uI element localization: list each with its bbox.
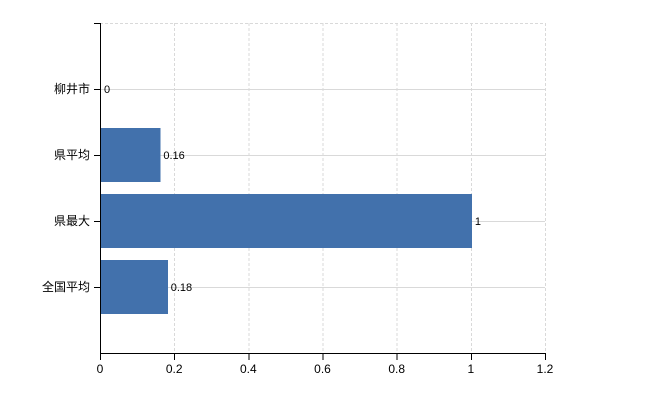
value-label: 1 xyxy=(475,216,481,228)
y-axis-label: 全国平均 xyxy=(42,279,90,294)
x-axis-label: 0.2 xyxy=(166,362,183,376)
x-axis-label: 0.6 xyxy=(314,362,331,376)
value-label: 0 xyxy=(104,84,110,96)
y-axis-label: 県平均 xyxy=(54,148,90,162)
x-axis-label: 0 xyxy=(97,362,104,376)
value-label: 0.18 xyxy=(171,282,192,294)
y-axis-label: 柳井市 xyxy=(54,81,90,96)
value-label: 0.16 xyxy=(163,150,184,162)
x-axis-label: 0.4 xyxy=(240,362,257,376)
bar xyxy=(101,260,168,314)
x-axis-label: 0.8 xyxy=(388,362,405,376)
bar xyxy=(101,128,161,182)
bar xyxy=(101,194,472,248)
x-axis-label: 1 xyxy=(467,362,474,376)
x-axis-label: 1.2 xyxy=(537,362,554,376)
y-axis-label: 県最大 xyxy=(54,214,90,228)
